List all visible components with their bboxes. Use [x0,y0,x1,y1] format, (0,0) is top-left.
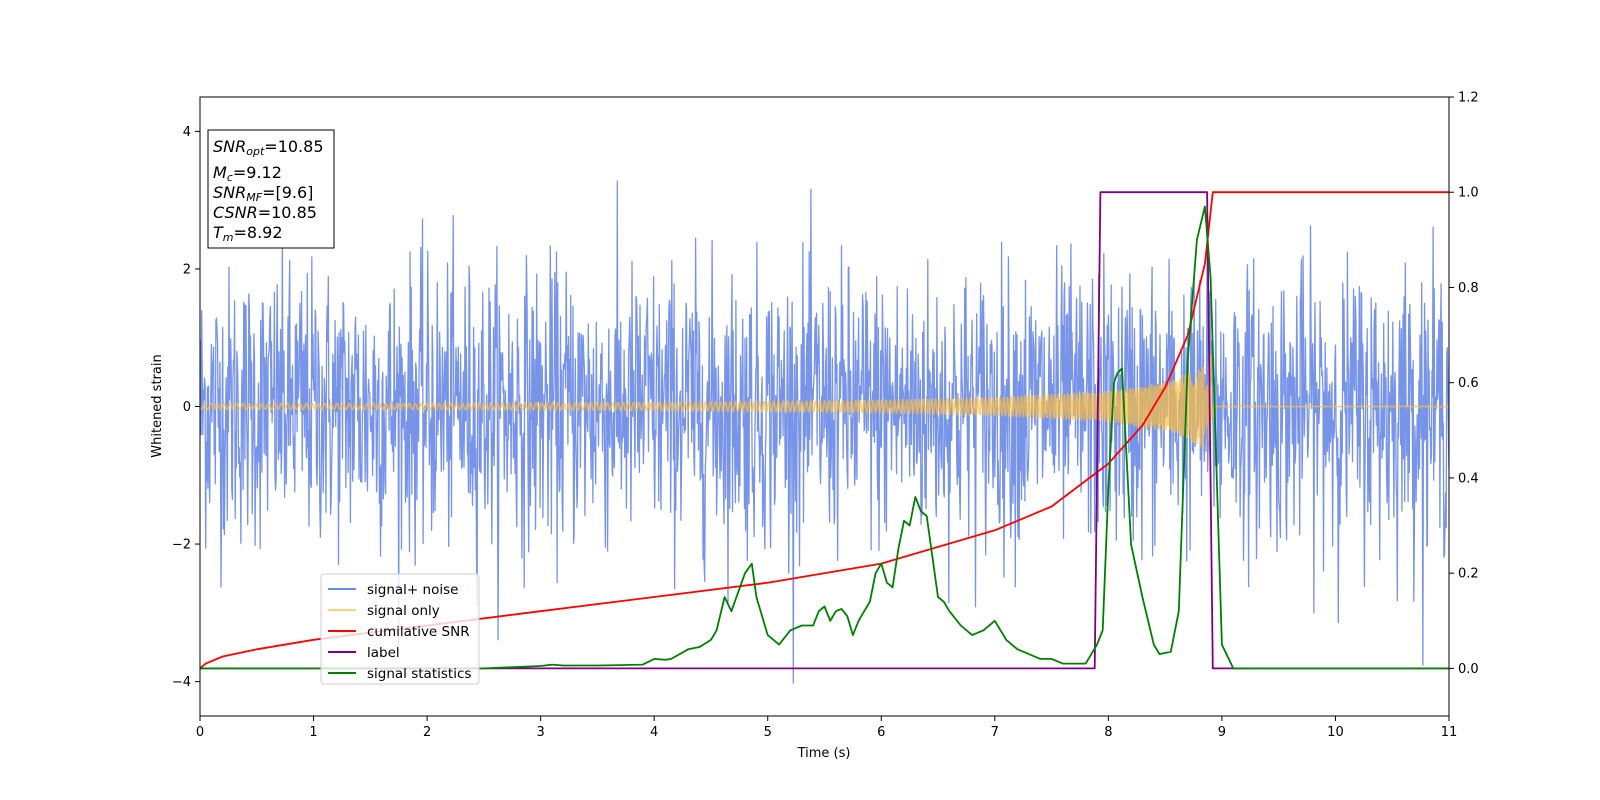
y-left-tick-label: 0 [183,400,191,415]
legend-label: label [367,645,400,661]
y-axis-left-label: Whitened strain [150,354,165,457]
legend: signal+ noise signal only cumilative SNR la… [320,573,480,685]
y-right-tick-label: 1.0 [1458,186,1479,201]
y-left-tick-label: −2 [172,538,191,553]
annotation-lines: SNRopt=10.85 Mc=9.12SNRMF=[9.6]CSNR=10.85… [213,137,324,244]
y-axis-right: 0.0 0.2 0.4 0.6 0.8 1.0 1.2 [1449,91,1479,677]
x-axis-label: Time (s) [797,746,851,761]
annotation-line: CSNR=10.85 [213,203,317,222]
legend-items: signal+ noise signal only cumilative SNR la… [328,582,471,682]
x-tick-label: 4 [650,725,658,740]
annotation-line: Tm=8.92 [213,223,283,244]
y-right-tick-label: 0.0 [1458,662,1479,677]
x-tick-label: 5 [764,725,772,740]
legend-frame [320,573,480,685]
y-left-tick-label: 4 [183,125,191,140]
x-tick-label: 3 [536,725,544,740]
legend-label: signal only [367,603,440,619]
annotation-box: SNRopt=10.85 Mc=9.12SNRMF=[9.6]CSNR=10.85… [207,129,335,249]
annotation-line: SNRopt=10.85 [213,137,324,158]
y-right-tick-label: 0.6 [1458,376,1479,391]
annotation-line: SNRMF=[9.6] [213,183,313,204]
legend-label: signal statistics [367,666,471,682]
series-line-1 [200,353,1449,451]
x-axis: 0 1 2 3 4 5 6 7 8 9 10 11 [196,716,1457,740]
annotation-line: Mc=9.12 [213,163,282,184]
x-tick-label: 7 [991,725,999,740]
x-tick-label: 2 [423,725,431,740]
y-right-tick-label: 0.4 [1458,471,1479,486]
y-right-tick-label: 1.2 [1458,91,1479,106]
y-right-tick-label: 0.8 [1458,281,1479,296]
y-left-tick-label: −4 [172,675,191,690]
y-left-tick-label: 2 [183,262,191,277]
legend-label: cumilative SNR [367,624,470,640]
series-line-4 [200,205,1449,670]
x-tick-label: 10 [1327,725,1344,740]
y-right-tick-label: 0.2 [1458,567,1479,582]
x-tick-label: 1 [309,725,317,740]
legend-label: signal+ noise [367,582,458,598]
annotation-frame [207,129,335,249]
x-tick-label: 0 [196,725,204,740]
x-tick-label: 8 [1104,725,1112,740]
series-line-0 [200,180,1449,684]
y-axis-left: −4 −2 0 2 4 [172,125,200,690]
x-tick-label: 9 [1218,725,1226,740]
x-tick-label: 6 [877,725,885,740]
series-layer [200,180,1449,684]
x-tick-label: 11 [1441,725,1458,740]
